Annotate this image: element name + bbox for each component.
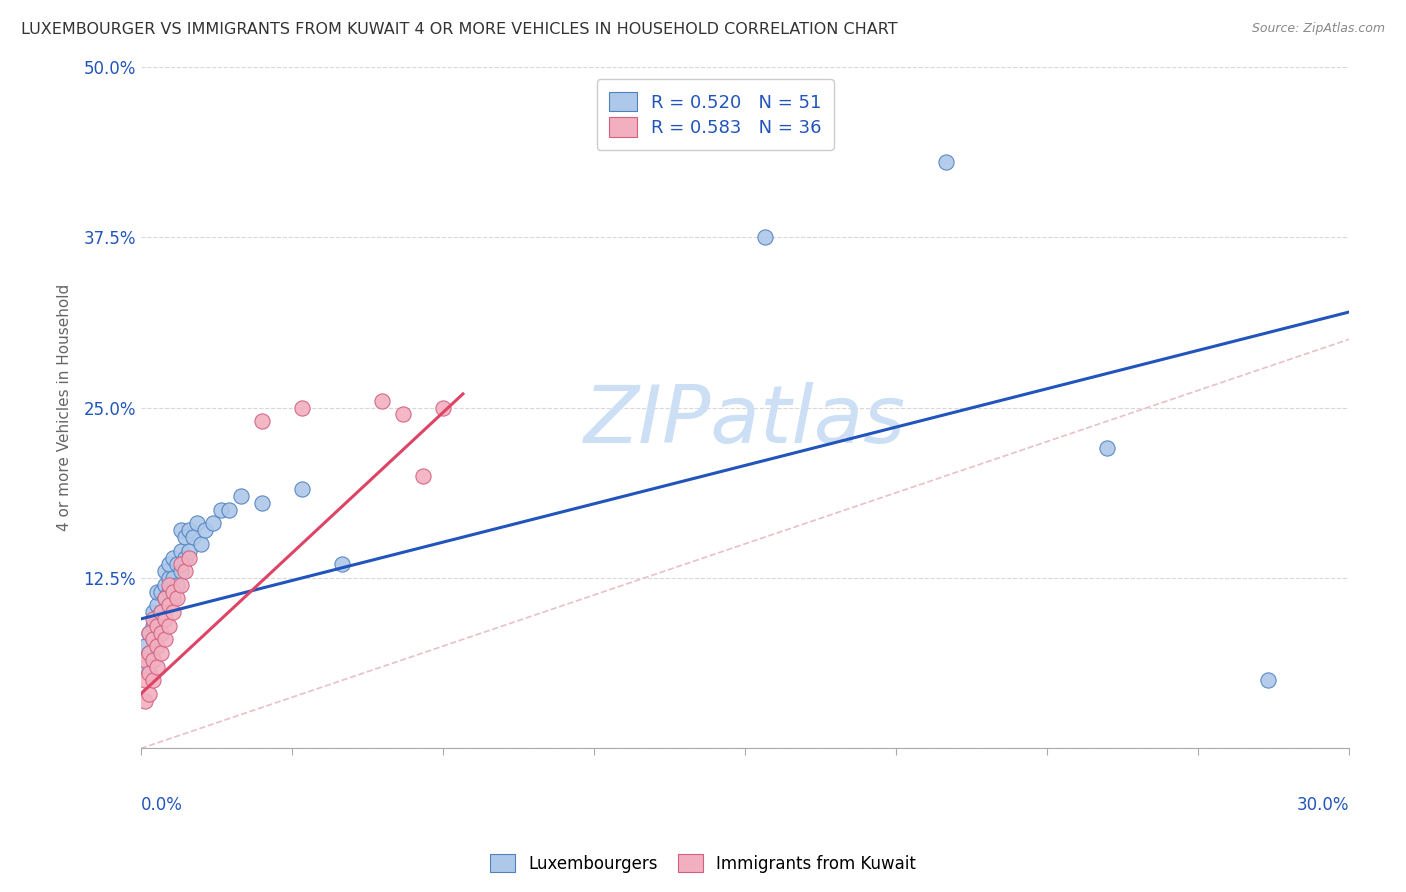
- Point: [146, 659, 169, 673]
- Text: 30.0%: 30.0%: [1296, 797, 1348, 814]
- Point: [134, 694, 156, 708]
- Point: [142, 673, 165, 688]
- Point: [170, 558, 193, 572]
- Point: [146, 639, 169, 653]
- Point: [149, 625, 172, 640]
- Point: [134, 639, 156, 653]
- Point: [291, 401, 314, 415]
- Point: [138, 666, 160, 681]
- Point: [330, 558, 353, 572]
- Point: [162, 591, 184, 606]
- Point: [250, 496, 273, 510]
- Point: [190, 537, 212, 551]
- Point: [153, 632, 176, 647]
- Point: [134, 653, 156, 667]
- Point: [166, 578, 188, 592]
- Point: [146, 619, 169, 633]
- Point: [166, 558, 188, 572]
- Legend: R = 0.520   N = 51, R = 0.583   N = 36: R = 0.520 N = 51, R = 0.583 N = 36: [596, 79, 834, 150]
- Point: [170, 523, 193, 537]
- Point: [146, 619, 169, 633]
- Point: [153, 591, 176, 606]
- Point: [174, 530, 197, 544]
- Point: [177, 543, 200, 558]
- Point: [202, 516, 225, 531]
- Point: [138, 666, 160, 681]
- Point: [162, 550, 184, 565]
- Point: [149, 625, 172, 640]
- Point: [153, 591, 176, 606]
- Point: [142, 612, 165, 626]
- Point: [291, 483, 314, 497]
- Text: LUXEMBOURGER VS IMMIGRANTS FROM KUWAIT 4 OR MORE VEHICLES IN HOUSEHOLD CORRELATI: LUXEMBOURGER VS IMMIGRANTS FROM KUWAIT 4…: [21, 22, 897, 37]
- Point: [432, 401, 454, 415]
- Point: [170, 564, 193, 578]
- Text: ZIPatlas: ZIPatlas: [583, 382, 905, 460]
- Point: [153, 564, 176, 578]
- Point: [186, 516, 208, 531]
- Point: [142, 605, 165, 619]
- Point: [391, 408, 413, 422]
- Point: [153, 612, 176, 626]
- Point: [157, 619, 180, 633]
- Point: [162, 605, 184, 619]
- Point: [935, 155, 957, 169]
- Point: [146, 584, 169, 599]
- Point: [134, 673, 156, 688]
- Point: [754, 230, 776, 244]
- Y-axis label: 4 or more Vehicles in Household: 4 or more Vehicles in Household: [58, 284, 72, 531]
- Point: [149, 605, 172, 619]
- Point: [153, 612, 176, 626]
- Point: [142, 653, 165, 667]
- Point: [138, 625, 160, 640]
- Point: [174, 550, 197, 565]
- Point: [157, 584, 180, 599]
- Point: [1095, 442, 1118, 456]
- Point: [138, 625, 160, 640]
- Point: [371, 393, 394, 408]
- Point: [142, 653, 165, 667]
- Point: [138, 646, 160, 660]
- Point: [157, 599, 180, 613]
- Point: [134, 659, 156, 673]
- Point: [177, 523, 200, 537]
- Point: [218, 503, 240, 517]
- Point: [157, 599, 180, 613]
- Point: [170, 543, 193, 558]
- Point: [231, 489, 253, 503]
- Text: Source: ZipAtlas.com: Source: ZipAtlas.com: [1251, 22, 1385, 36]
- Point: [162, 584, 184, 599]
- Point: [153, 578, 176, 592]
- Point: [162, 571, 184, 585]
- Text: 0.0%: 0.0%: [141, 797, 183, 814]
- Point: [142, 632, 165, 647]
- Point: [412, 468, 434, 483]
- Point: [166, 591, 188, 606]
- Point: [157, 578, 180, 592]
- Point: [149, 584, 172, 599]
- Point: [181, 530, 204, 544]
- Point: [250, 414, 273, 428]
- Point: [138, 646, 160, 660]
- Point: [194, 523, 217, 537]
- Point: [146, 639, 169, 653]
- Point: [149, 605, 172, 619]
- Point: [157, 558, 180, 572]
- Point: [149, 646, 172, 660]
- Point: [157, 571, 180, 585]
- Point: [138, 687, 160, 701]
- Point: [146, 599, 169, 613]
- Point: [177, 550, 200, 565]
- Point: [174, 564, 197, 578]
- Point: [142, 619, 165, 633]
- Point: [209, 503, 232, 517]
- Point: [170, 578, 193, 592]
- Point: [142, 632, 165, 647]
- Legend: Luxembourgers, Immigrants from Kuwait: Luxembourgers, Immigrants from Kuwait: [484, 847, 922, 880]
- Point: [1257, 673, 1279, 688]
